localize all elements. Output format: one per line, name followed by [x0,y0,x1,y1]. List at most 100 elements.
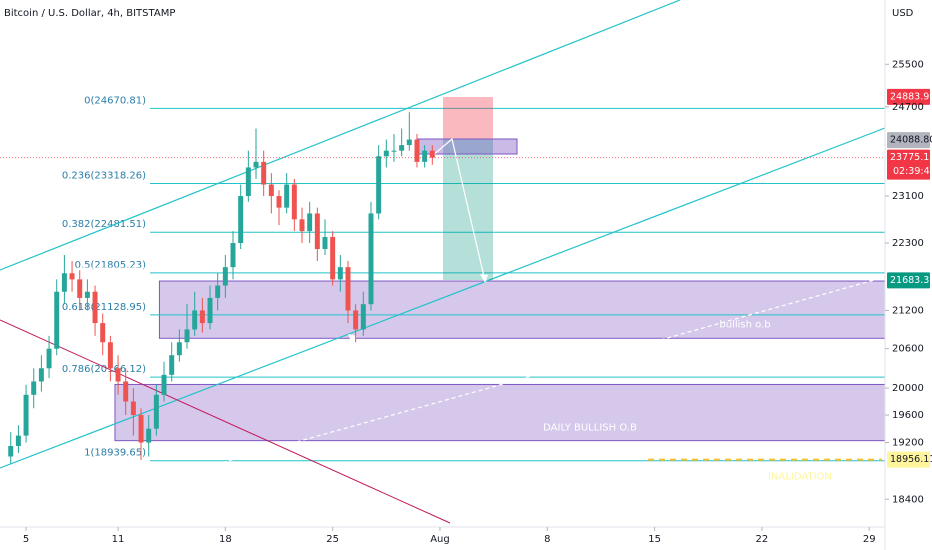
candle-body [184,329,190,343]
y-tick-label: 22300 [892,238,924,249]
candle-body [414,139,420,162]
candle-body [77,279,83,298]
candle-body [146,428,152,443]
candle-body [61,273,67,292]
candle-body [376,156,382,214]
downtrend-line [0,319,451,524]
candle-body [8,446,14,457]
y-tick-label: 19600 [892,410,924,421]
candle-body [69,273,75,280]
candle-body [123,381,129,402]
price-label: 21683.33 [890,275,932,286]
candle-body [429,150,435,158]
arrow-head [480,274,488,283]
candle-body [307,213,313,232]
candle-body [38,368,44,382]
candle-body [54,291,60,349]
candle-body [107,342,113,369]
x-tick-label: 29 [863,534,876,545]
bos-label: BOS [128,247,149,258]
candle-body [176,342,182,356]
candle-body [23,394,29,436]
x-tick-label: Aug [430,534,450,545]
candle-body [130,401,136,416]
candle-body [291,184,297,220]
fib-label: 0.618(21128.95) [62,302,146,313]
fib-levels: 0(24670.81) 0.236(23318.26) 0.382(22481.51… [62,95,885,462]
candle-body [245,167,251,197]
candle-body [253,161,259,168]
candle-body [261,161,267,185]
x-tick-label: 15 [648,534,661,545]
fib-label: 0(24670.81) [84,95,146,106]
candle-body [422,150,428,162]
price-label-box [887,149,930,180]
y-tick-label: 20000 [892,383,924,394]
currency: USD [892,8,914,19]
candle-body [153,394,159,429]
candle-body [360,304,366,330]
candle-body [353,310,359,330]
candle-body [15,435,21,447]
candle-body [383,150,389,157]
candle-body [314,213,320,250]
order-block [158,280,886,339]
price-label: 24883.97 [890,91,932,102]
candle-body [406,139,412,146]
candle-body [215,285,221,298]
candle-body [115,368,121,382]
price-label-box [887,451,930,468]
candle-body [84,291,90,298]
fib-label: 0.5(21805.23) [75,260,147,271]
candle-body [284,184,290,208]
y-tick-label: 19200 [892,438,924,449]
fib-label: 0.786(20166.12) [62,364,146,375]
price-label-box [887,272,930,289]
price-label: 23775.13 [890,152,932,163]
candle-body [399,145,405,151]
y-tick-label: 24700 [892,102,924,113]
candle-body [330,237,336,280]
price-label: 18956.11 [890,454,932,465]
x-tick-label: 8 [544,534,550,545]
y-tick-label: 21200 [892,305,924,316]
candle-body [161,374,167,395]
y-tick-label: 25500 [892,59,924,70]
x-tick-label: 25 [326,534,339,545]
candle-body [276,196,282,208]
candles [8,112,435,464]
candle-body [199,310,205,324]
x-tick-label: 5 [23,534,29,545]
order-block-label: DAILY BULLISH O.B [543,423,637,434]
invalidation-label: INALIDATION [768,472,832,483]
price-label-box [887,132,930,149]
y-tick-label: 20600 [892,344,924,355]
candle-body [345,267,351,311]
fib-label: 1(18939.65) [84,448,146,459]
candle-body [92,291,98,324]
candle-body [207,297,213,324]
dashed-trend [0,276,886,526]
projection-arrow [431,137,486,282]
order-block [114,383,886,442]
candle-body [169,355,175,375]
candle-body [222,267,228,286]
price-label-box [887,88,930,105]
channel-upper [0,0,681,271]
candle-body [46,348,52,369]
symbol-title: Bitcoin / U.S. Dollar, 4h, BITSTAMP [4,8,175,19]
stop-zone [443,97,493,139]
y-tick-label: 23100 [892,191,924,202]
price-label: 24088.80 [890,135,932,146]
order-block-label: bullish o.b [719,320,770,331]
channel-lower [0,127,886,469]
overlay: BOS INALIDATION 24883.97 24088.80 23775.13 02… [0,88,932,483]
candle-body [192,310,198,330]
candle-body [322,237,328,250]
fib-label: 0.236(23318.26) [62,171,146,182]
candle-body [299,219,305,232]
candle-body [268,184,274,197]
